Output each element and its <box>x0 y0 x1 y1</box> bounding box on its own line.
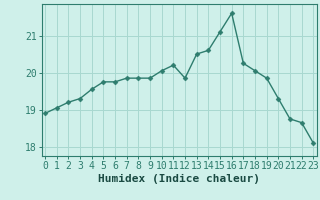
X-axis label: Humidex (Indice chaleur): Humidex (Indice chaleur) <box>98 174 260 184</box>
